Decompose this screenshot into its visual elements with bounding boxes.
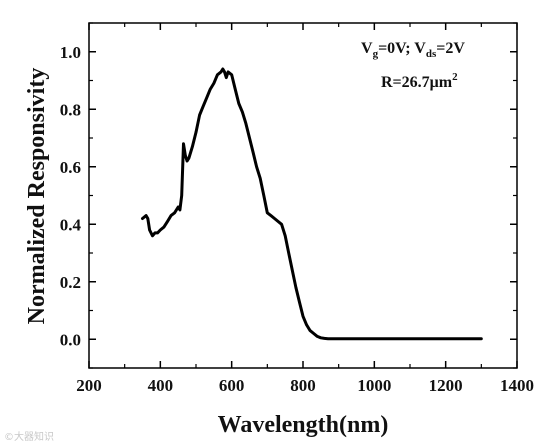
axis-ticks <box>88 22 518 369</box>
y-tick-label: 0.8 <box>60 100 81 119</box>
x-tick-label: 600 <box>219 376 245 395</box>
y-tick-label: 0.2 <box>60 273 81 292</box>
conditions-mid: =0V; V <box>378 40 426 57</box>
y-tick-label: 0.0 <box>60 330 81 349</box>
x-axis-title: Wavelength(nm) <box>218 412 389 438</box>
responsivity-annotation: R=26.7μm2 <box>381 71 458 91</box>
x-tick-label: 1200 <box>429 376 463 395</box>
conditions-g-sub: g <box>373 48 379 60</box>
x-tick-label: 1000 <box>357 376 391 395</box>
y-axis-title: Normalized Responsivity <box>24 68 50 325</box>
axis-tick-labels: 200 400 600 800 1000 1200 1400 0.0 0.2 0.4 0.6 0.8 1… <box>60 43 534 395</box>
conditions-v: V <box>361 40 373 57</box>
conditions-ds-sub: ds <box>426 48 437 60</box>
x-tick-label: 200 <box>76 376 102 395</box>
y-tick-label: 0.4 <box>60 215 82 234</box>
watermark: ©大器知识 <box>4 432 54 443</box>
x-tick-label: 400 <box>148 376 174 395</box>
y-tick-label: 1.0 <box>60 43 81 62</box>
conditions-annotation: Vg=0V; Vds=2V <box>361 40 465 60</box>
conditions-tail: =2V <box>436 40 465 57</box>
responsivity-sup: 2 <box>452 71 458 83</box>
responsivity-text: R=26.7μm <box>381 74 453 91</box>
x-tick-label: 800 <box>290 376 316 395</box>
x-tick-label: 1400 <box>500 376 534 395</box>
y-tick-label: 0.6 <box>60 158 81 177</box>
series-line <box>141 67 483 341</box>
